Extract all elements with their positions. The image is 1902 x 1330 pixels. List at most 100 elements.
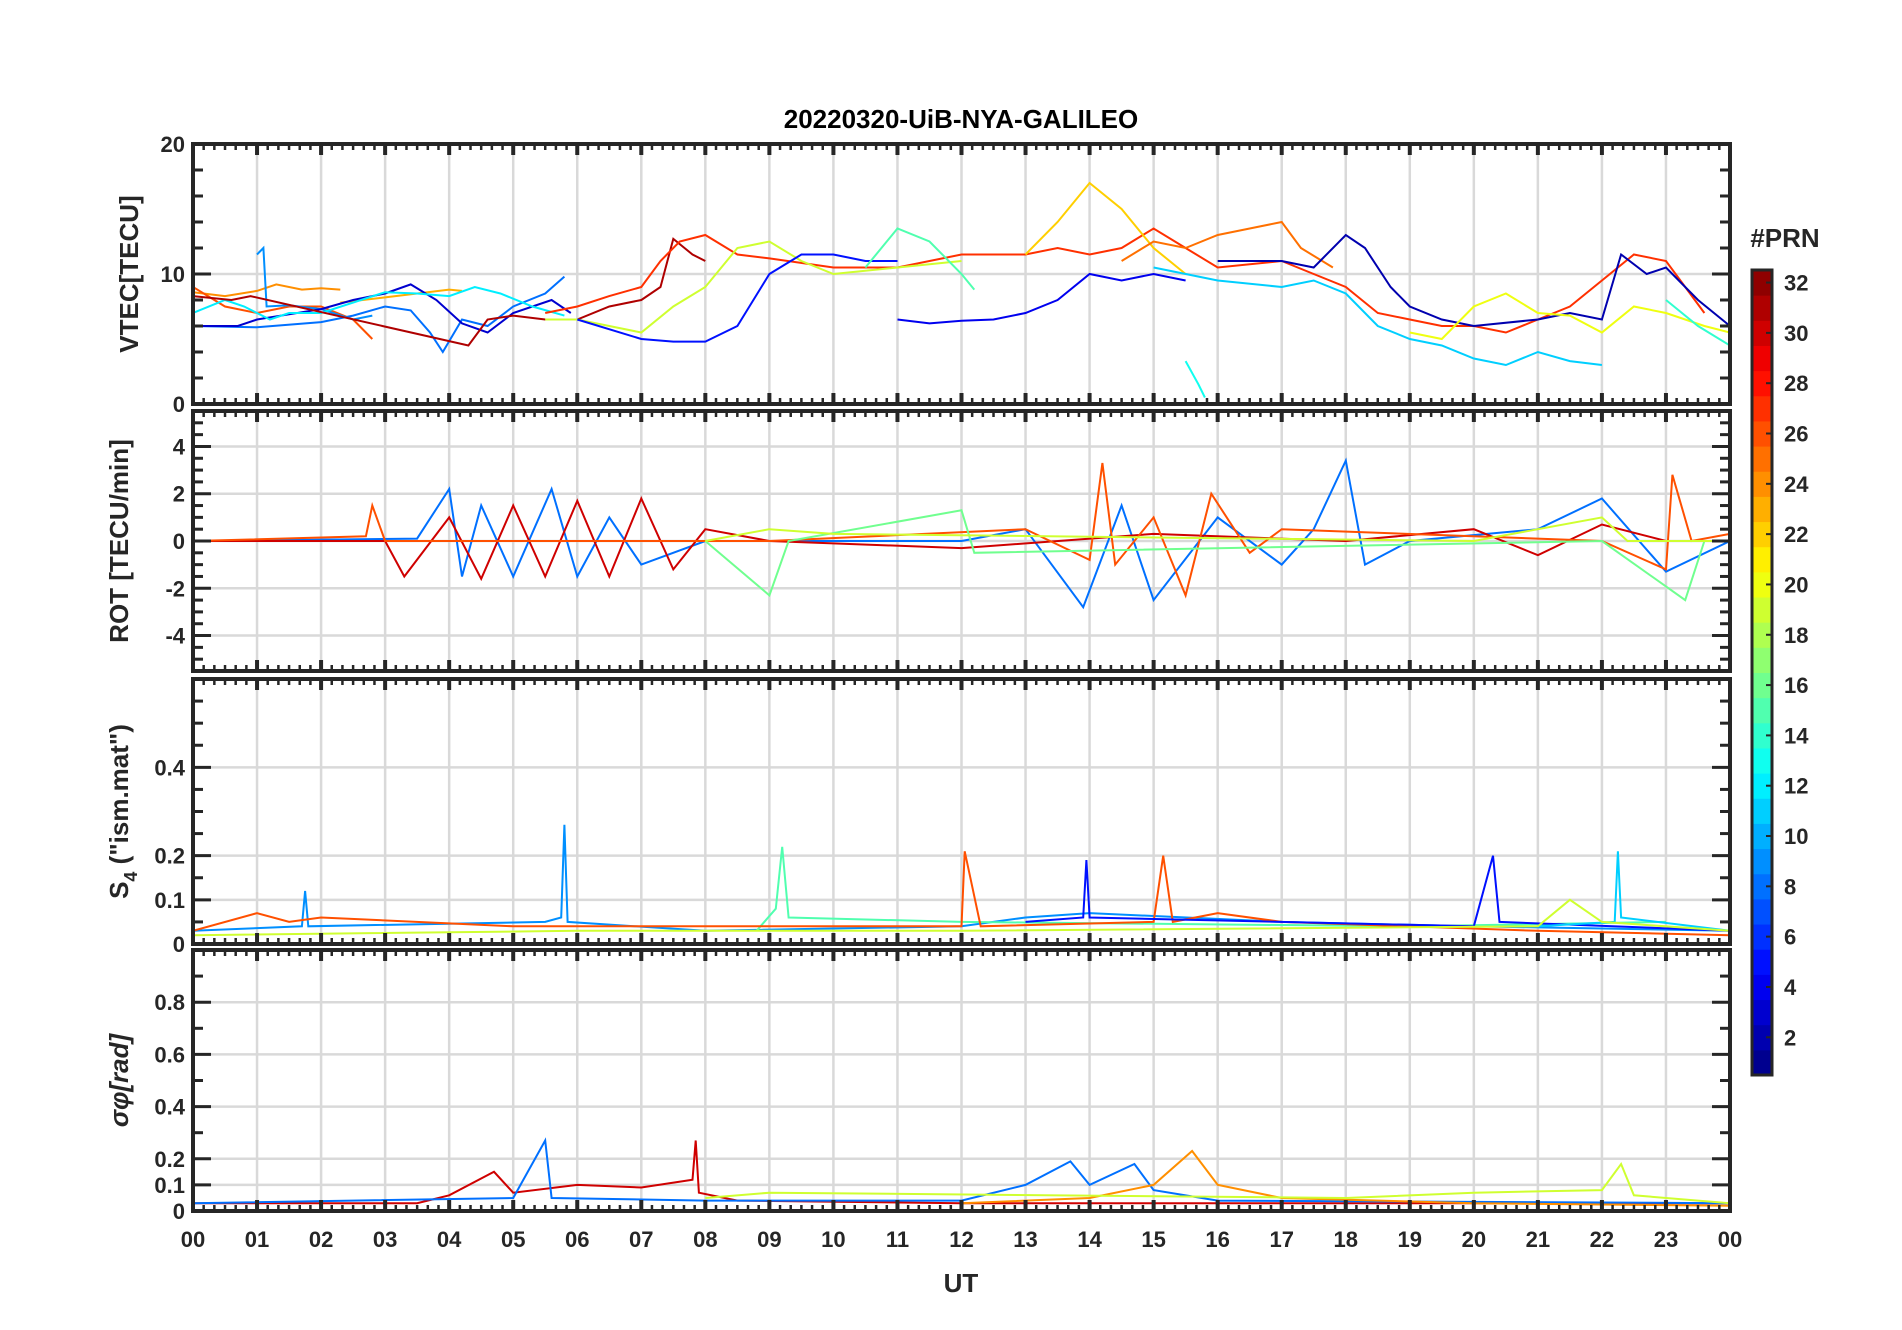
series-line-prn-5: [1025, 855, 1730, 932]
x-tick-label: 22: [1590, 1227, 1614, 1252]
y-tick-label: 0.4: [154, 1095, 185, 1120]
series-line-prn-19: [193, 898, 1730, 937]
x-tick-label: 08: [693, 1227, 717, 1252]
x-tick-label: 14: [1077, 1227, 1102, 1252]
series-line-prn-20: [1409, 292, 1730, 341]
series-line-prn-26: [193, 462, 1730, 599]
colorbar-segment: [1752, 420, 1772, 447]
panel-2: 0 0.1 0.2 0.4 S4 ("ism.mat"): [104, 677, 1732, 957]
x-tick-label: 00: [181, 1227, 205, 1252]
colorbar-tick-label: 12: [1784, 774, 1808, 799]
series-line-prn-24: [193, 283, 341, 298]
y-tick-label: 10: [161, 262, 185, 287]
colorbar-segment: [1752, 496, 1772, 523]
colorbar-segment: [1752, 647, 1772, 673]
colorbar-segment: [1752, 672, 1772, 699]
y-tick-label: 20: [161, 132, 185, 157]
colorbar-label: #PRN: [1750, 223, 1819, 253]
colorbar-segment: [1752, 773, 1772, 799]
colorbar-segment: [1752, 345, 1772, 372]
colorbar-segment: [1752, 1049, 1772, 1076]
panel-frame: [191, 948, 1732, 1213]
colorbar-segment: [1752, 521, 1772, 548]
colorbar-tick-label: 16: [1784, 673, 1808, 698]
series-line-prn-16: [704, 509, 1706, 602]
colorbar-tick-label: 8: [1784, 874, 1796, 899]
series-line-prn-25: [1121, 220, 1334, 269]
panel-3: 00.10.2 0.4 0.6 0.8 σφ[rad]: [104, 948, 1732, 1224]
x-tick-label: 20: [1462, 1227, 1486, 1252]
colorbar-tick-label: 32: [1784, 271, 1808, 296]
colorbar-segment: [1752, 395, 1772, 422]
chart-title: 20220320-UiB-NYA-GALILEO: [784, 104, 1139, 134]
y-tick-label: 0.2: [154, 1147, 185, 1172]
series-line-prn-15: [864, 227, 976, 291]
y-tick-label: 0.4: [154, 755, 185, 780]
colorbar-tick-label: 2: [1784, 1025, 1796, 1050]
y-axis-label: ROT [TECU/min]: [104, 439, 134, 643]
colorbar-tick-label: 18: [1784, 623, 1808, 648]
y-tick-label: 0.8: [154, 990, 185, 1015]
colorbar-segment: [1752, 597, 1772, 623]
x-tick-label: 10: [821, 1227, 845, 1252]
colorbar-segment: [1752, 747, 1772, 774]
colorbar-segment: [1752, 924, 1772, 950]
x-tick-label: 23: [1654, 1227, 1678, 1252]
series-line-prn-8: [193, 275, 566, 354]
y-tick-label: 0.1: [154, 1173, 185, 1198]
colorbar-segment: [1752, 471, 1772, 497]
series-line-prn-19: [705, 516, 1730, 543]
x-tick-label: 00: [1718, 1227, 1742, 1252]
colorbar-segment: [1752, 848, 1772, 875]
x-tick-label: 06: [565, 1227, 589, 1252]
y-tick-label: 0.2: [154, 844, 185, 869]
colorbar-segment: [1752, 446, 1772, 472]
series-line-prn-2: [1217, 233, 1730, 328]
colorbar-segment: [1752, 320, 1772, 346]
colorbar-segment: [1752, 270, 1772, 296]
x-tick-label: 19: [1398, 1227, 1422, 1252]
x-tick-label: 04: [437, 1227, 462, 1252]
series-line-prn-11: [1153, 266, 1603, 367]
panel-frame: [191, 409, 1732, 673]
x-tick-label: 17: [1269, 1227, 1293, 1252]
x-tick-label: 13: [1013, 1227, 1037, 1252]
y-axis-label: S4 ("ism.mat"): [104, 724, 141, 899]
series-line-prn-4: [897, 272, 1186, 325]
y-tick-label: 0: [173, 392, 185, 417]
y-tick-label: 0.6: [154, 1042, 185, 1067]
colorbar-tick-label: 22: [1784, 522, 1808, 547]
colorbar-tick-label: 26: [1784, 422, 1808, 447]
x-tick-label: 18: [1334, 1227, 1358, 1252]
colorbar-tick-label: 28: [1784, 371, 1808, 396]
colorbar-segment: [1752, 823, 1772, 850]
colorbar-tick-label: 20: [1784, 572, 1808, 597]
y-axis-label: VTEC[TECU]: [114, 195, 144, 352]
x-tick-label: 01: [245, 1227, 269, 1252]
colorbar-segment: [1752, 898, 1772, 925]
colorbar-segment: [1752, 974, 1772, 1001]
series-line-prn-12: [193, 285, 565, 321]
series-line-prn-8: [193, 1137, 1730, 1205]
colorbar-segment: [1752, 1024, 1772, 1051]
series-line-prn-30: [193, 495, 1667, 582]
colorbar-segment: [1752, 622, 1772, 648]
x-tick-label: 15: [1141, 1227, 1165, 1252]
panel-frame: [191, 677, 1732, 946]
series-line-prn-14: [1665, 299, 1730, 347]
y-axis-label: σφ[rad]: [104, 1032, 134, 1127]
colorbar-segment: [1752, 697, 1772, 724]
colorbar-segment: [1752, 295, 1772, 321]
colorbar-segment: [1752, 546, 1772, 573]
y-tick-label: -2: [165, 576, 185, 601]
panel-1: -4 -2 0 2 4 ROT [TECU/min]: [104, 409, 1732, 673]
colorbar-tick-label: 30: [1784, 321, 1808, 346]
x-tick-label: 12: [949, 1227, 973, 1252]
colorbar-tick-label: 4: [1784, 975, 1797, 1000]
panel-frame: [191, 142, 1732, 406]
panel-0: 0 10 20 VTEC[TECU]: [114, 132, 1732, 417]
y-tick-label: 0: [173, 932, 185, 957]
y-tick-label: 0: [173, 529, 185, 554]
x-tick-label: 05: [501, 1227, 525, 1252]
